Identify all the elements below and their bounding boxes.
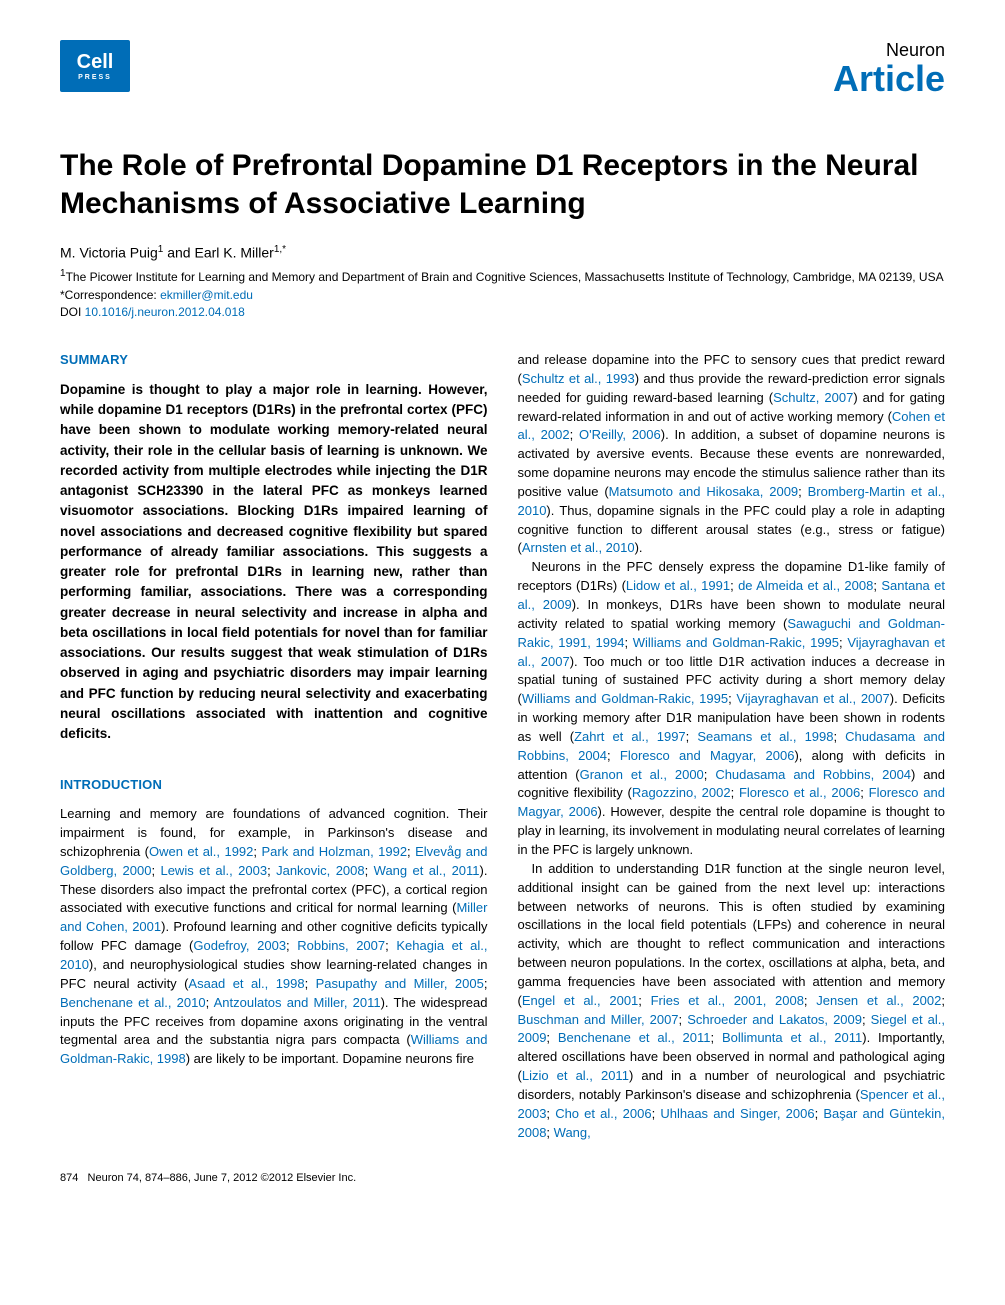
summary-heading: SUMMARY [60,351,488,370]
two-column-body: SUMMARY Dopamine is thought to play a ma… [60,351,945,1142]
introduction-heading: INTRODUCTION [60,776,488,795]
citation[interactable]: Jensen et al., 2002 [816,993,941,1008]
journal-block: Neuron Article [833,40,945,97]
author-and: and Earl K. Miller [163,245,273,261]
citation[interactable]: Bollimunta et al., 2011 [722,1030,862,1045]
article-type: Article [833,61,945,97]
citation[interactable]: Seamans et al., 1998 [697,729,833,744]
citation[interactable]: Zahrt et al., 1997 [574,729,686,744]
correspondence: *Correspondence: ekmiller@mit.edu [60,287,945,304]
citation[interactable]: Pasupathy and Miller, 2005 [316,976,484,991]
citation[interactable]: Schroeder and Lakatos, 2009 [687,1012,862,1027]
footer-citation: Neuron 74, 874–886, June 7, 2012 ©2012 E… [88,1172,357,1184]
citation[interactable]: Ragozzino, 2002 [632,785,731,800]
header-bar: Cell PRESS Neuron Article [60,40,945,97]
col2-paragraph-2: Neurons in the PFC densely express the d… [518,558,946,860]
citation[interactable]: Lewis et al., 2003 [160,863,267,878]
citation[interactable]: Robbins, 2007 [297,938,385,953]
logo-main: Cell [77,52,114,72]
affiliation-text: The Picower Institute for Learning and M… [66,270,944,284]
citation[interactable]: Fries et al., 2001, 2008 [651,993,804,1008]
correspondence-email[interactable]: ekmiller@mit.edu [160,288,253,302]
authors-line: M. Victoria Puig1 and Earl K. Miller1,* [60,244,945,261]
author-2-sup: 1, [274,244,282,255]
summary-text: Dopamine is thought to play a major role… [60,380,488,745]
citation[interactable]: Wang et al., 2011 [374,863,480,878]
citation[interactable]: Cho et al., 2006 [555,1106,651,1121]
citation[interactable]: Lidow et al., 1991 [626,578,730,593]
author-corresponding-star: * [282,244,286,255]
doi-value[interactable]: 10.1016/j.neuron.2012.04.018 [85,305,245,319]
citation[interactable]: Antzoulatos and Miller, 2011 [214,995,381,1010]
page-number: 874 [60,1172,78,1184]
doi-label: DOI [60,305,85,319]
citation[interactable]: Schultz et al., 1993 [522,371,635,386]
citation[interactable]: Williams and Goldman-Rakic, 1995 [522,691,728,706]
citation[interactable]: Uhlhaas and Singer, 2006 [660,1106,814,1121]
col2-paragraph-1: and release dopamine into the PFC to sen… [518,351,946,558]
doi-line: DOI 10.1016/j.neuron.2012.04.018 [60,304,945,321]
citation[interactable]: Lizio et al., 2011 [522,1068,629,1083]
citation[interactable]: Buschman and Miller, 2007 [518,1012,679,1027]
citation[interactable]: Park and Holzman, 1992 [261,844,407,859]
intro-paragraph-1: Learning and memory are foundations of a… [60,805,488,1069]
citation[interactable]: Wang, [554,1125,591,1140]
article-title: The Role of Prefrontal Dopamine D1 Recep… [60,147,945,222]
article-page: Cell PRESS Neuron Article The Role of Pr… [0,0,1005,1214]
page-footer: 874 Neuron 74, 874–886, June 7, 2012 ©20… [60,1172,945,1184]
publisher-logo: Cell PRESS [60,40,130,92]
citation[interactable]: de Almeida et al., 2008 [738,578,873,593]
citation[interactable]: Vijayraghavan et al., 2007 [736,691,889,706]
citation[interactable]: Benchenane et al., 2010 [60,995,206,1010]
citation[interactable]: Schultz, 2007 [773,390,853,405]
col2-paragraph-3: In addition to understanding D1R functio… [518,860,946,1143]
citation[interactable]: Floresco et al., 2006 [739,785,860,800]
citation[interactable]: Godefroy, 2003 [193,938,286,953]
citation[interactable]: Chudasama and Robbins, 2004 [715,767,911,782]
citation[interactable]: Matsumoto and Hikosaka, 2009 [609,484,799,499]
citation[interactable]: Granon et al., 2000 [580,767,704,782]
citation[interactable]: O'Reilly, 2006 [579,427,661,442]
author-1: M. Victoria Puig [60,245,158,261]
citation[interactable]: Asaad et al., 1998 [188,976,304,991]
citation[interactable]: Floresco and Magyar, 2006 [620,748,795,763]
citation[interactable]: Benchenane et al., 2011 [558,1030,711,1045]
citation[interactable]: Owen et al., 1992 [149,844,253,859]
logo-sub: PRESS [78,74,112,81]
right-column: and release dopamine into the PFC to sen… [518,351,946,1142]
citation[interactable]: Arnsten et al., 2010 [522,540,635,555]
citation[interactable]: Jankovic, 2008 [276,863,365,878]
left-column: SUMMARY Dopamine is thought to play a ma… [60,351,488,1142]
correspondence-label: *Correspondence: [60,288,160,302]
affiliation: 1The Picower Institute for Learning and … [60,267,945,286]
citation[interactable]: Engel et al., 2001 [522,993,638,1008]
citation[interactable]: Williams and Goldman-Rakic, 1995 [633,635,839,650]
